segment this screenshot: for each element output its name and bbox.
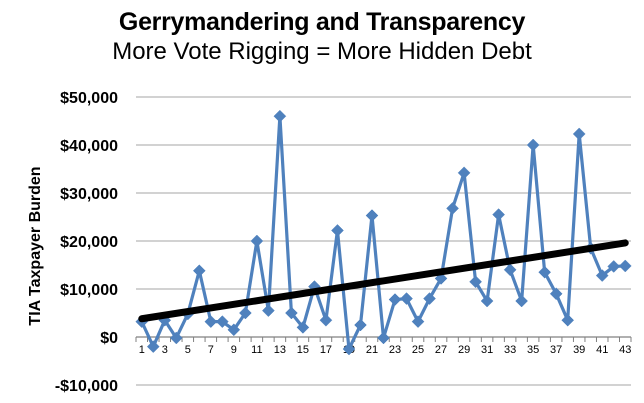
- data-point: [561, 313, 575, 327]
- data-point: [503, 263, 517, 277]
- data-point: [469, 275, 482, 289]
- data-point: [342, 342, 356, 356]
- y-tick-label: $20,000: [60, 234, 118, 251]
- trendline: [138, 239, 629, 323]
- data-point: [331, 224, 344, 237]
- data-point: [538, 265, 552, 279]
- x-tick-label: 31: [481, 344, 493, 356]
- y-tick-label: $40,000: [60, 138, 118, 155]
- data-point: [250, 234, 264, 248]
- chart-subtitle: More Vote Rigging = More Hidden Debt: [112, 38, 532, 65]
- x-tick-label: 3: [162, 344, 168, 356]
- x-tick-label: 21: [366, 344, 378, 356]
- x-tick-label: 43: [619, 344, 631, 356]
- x-tick-label: 13: [274, 344, 286, 356]
- y-axis-label: TIA Taxpayer Burden: [27, 166, 44, 325]
- x-tick-label: 17: [320, 344, 332, 356]
- data-point: [572, 127, 586, 141]
- data-point: [227, 323, 241, 337]
- x-tick-label: 15: [297, 344, 309, 356]
- data-point: [446, 202, 459, 215]
- data-point: [169, 331, 183, 345]
- data-point: [192, 264, 206, 278]
- data-point: [549, 287, 563, 301]
- data-point: [618, 259, 632, 273]
- data-point: [377, 331, 390, 345]
- data-point: [239, 306, 252, 320]
- data-point: [262, 304, 275, 317]
- data-point: [411, 315, 425, 328]
- x-tick-label: 39: [573, 344, 585, 356]
- data-point: [607, 260, 621, 273]
- data-point: [215, 315, 229, 328]
- data-point: [365, 209, 379, 222]
- data-point: [457, 166, 471, 180]
- chart-title: Gerrymandering and Transparency: [118, 8, 526, 36]
- x-tick-label: 29: [458, 344, 470, 356]
- data-point: [400, 292, 413, 305]
- y-tick-label: $30,000: [60, 186, 118, 203]
- data-point: [354, 318, 367, 332]
- x-tick-label: 23: [389, 344, 401, 356]
- x-tick-label: 27: [435, 344, 447, 356]
- data-point: [526, 138, 540, 152]
- data-point: [204, 315, 218, 328]
- x-tick-label: 11: [251, 344, 262, 356]
- data-point: [480, 294, 494, 308]
- x-tick-label: 37: [550, 344, 562, 356]
- x-tick-label: 1: [139, 344, 145, 356]
- data-point: [296, 321, 310, 334]
- y-tick-label: -$10,000: [55, 378, 118, 395]
- y-tick-label: $10,000: [60, 282, 118, 299]
- x-tick-label: 33: [504, 344, 516, 356]
- data-point: [423, 292, 436, 305]
- x-tick-label: 41: [596, 344, 608, 356]
- data-point: [515, 294, 528, 308]
- data-point: [388, 293, 402, 306]
- x-tick-label: 5: [185, 344, 191, 356]
- series-line: [140, 114, 626, 351]
- x-tick-label: 35: [527, 344, 539, 356]
- data-point: [273, 109, 287, 123]
- x-tick-label: 9: [231, 344, 237, 356]
- y-tick-label: $0: [100, 330, 118, 347]
- y-tick-label: $50,000: [60, 90, 118, 107]
- data-point: [492, 208, 505, 221]
- x-tick-label: 7: [208, 344, 214, 356]
- x-tick-label: 25: [412, 344, 424, 356]
- data-point: [319, 313, 333, 327]
- data-point: [595, 269, 609, 282]
- data-point: [285, 306, 298, 320]
- data-point: [146, 340, 160, 353]
